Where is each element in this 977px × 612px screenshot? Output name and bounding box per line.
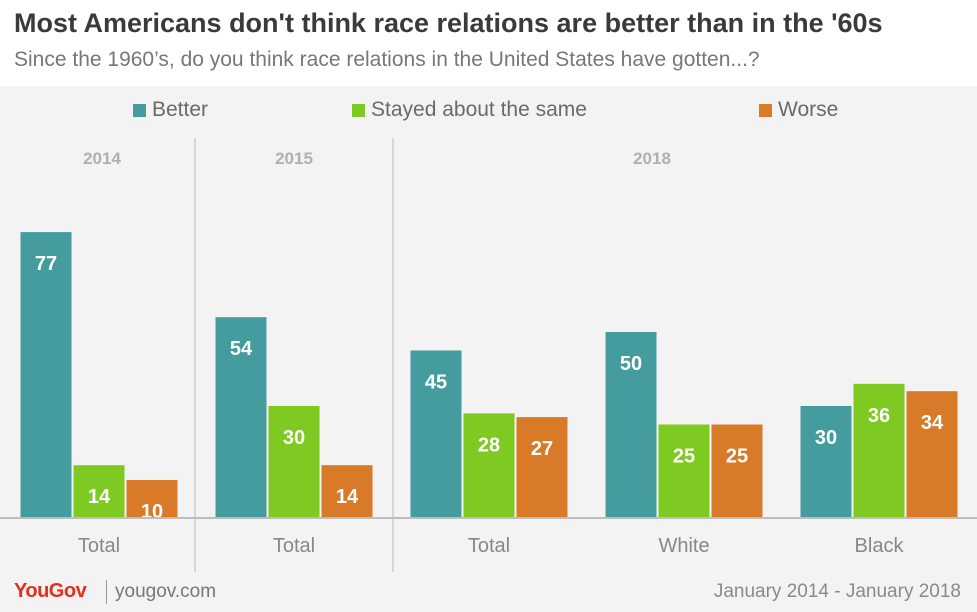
group-label-2015: 2015 [275,149,313,168]
data-label: 14 [88,486,111,508]
bar-same [463,413,515,517]
data-label: 28 [478,434,500,456]
category-label: Black [855,535,905,557]
bar-better [410,350,462,517]
legend-label-better: Better [152,98,209,121]
legend-label-same: Stayed about the same [371,98,587,121]
bar-same [853,383,905,517]
footer-divider [106,580,107,604]
bar-worse [321,465,373,517]
bar-same [268,406,320,517]
data-label: 30 [283,427,305,449]
category-label: White [658,535,709,557]
chart-panel [0,86,977,612]
footer-date-range: January 2014 - January 2018 [713,581,961,602]
data-label: 27 [531,438,553,460]
bar-same [73,465,125,517]
data-label: 50 [620,353,642,375]
bar-worse [516,417,568,517]
yougov-logo: YouGov [14,580,87,602]
data-label: 45 [425,372,447,394]
bar-better [215,317,267,517]
bar-worse [906,391,958,517]
data-label: 34 [921,412,944,434]
category-label: Total [78,535,120,557]
bar-same [658,424,710,517]
legend-swatch-better [133,103,146,117]
data-label: 25 [726,446,748,468]
bar-worse [711,424,763,517]
data-label: 10 [141,501,163,523]
footer-site: yougov.com [115,581,217,602]
bar-better [800,406,852,517]
data-label: 36 [868,405,890,427]
data-label: 30 [815,427,837,449]
legend-swatch-worse [759,103,772,117]
data-label: 14 [336,486,359,508]
chart-subtitle: Since the 1960’s, do you think race rela… [14,48,760,71]
data-label: 54 [230,338,253,360]
chart-header: Most Americans don't think race relation… [0,0,977,86]
category-label: Total [273,535,315,557]
category-label: Total [468,535,510,557]
bar-better [20,232,72,517]
chart-title: Most Americans don't think race relation… [14,8,883,38]
group-label-2014: 2014 [83,149,121,168]
data-label: 77 [35,253,57,275]
bar-better [605,332,657,517]
legend-swatch-same [352,103,365,117]
legend-label-worse: Worse [778,98,839,121]
legend-item-better: Better [133,98,208,122]
legend-item-same: Stayed about the same [352,98,587,122]
bar-worse [126,480,178,517]
data-label: 25 [673,446,695,468]
legend-item-worse: Worse [759,98,838,122]
group-label-2018: 2018 [633,149,671,168]
